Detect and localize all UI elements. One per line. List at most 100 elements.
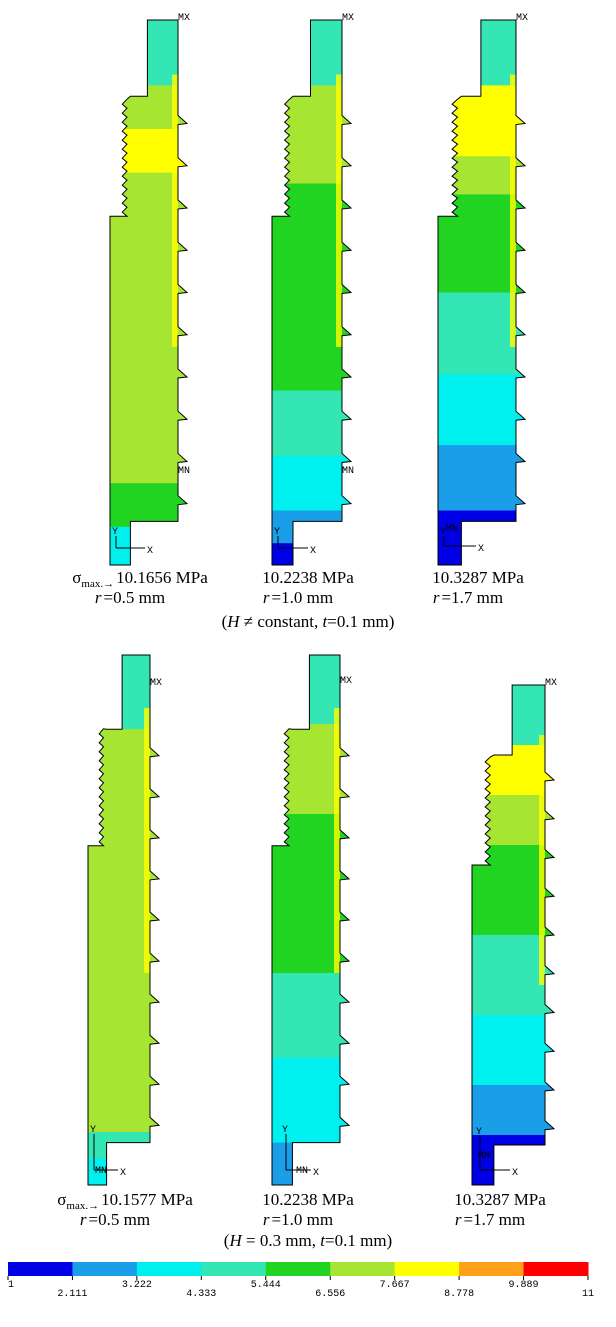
radius-label: r=0.5 mm xyxy=(80,1210,150,1229)
colorbar-tick-label: 9.889 xyxy=(509,1280,539,1291)
colorbar-segment xyxy=(72,1262,137,1276)
max-label: MX xyxy=(342,13,354,24)
radius-symbol: r xyxy=(95,588,102,607)
caption-part: ≠ constant, xyxy=(240,612,323,631)
contour-band xyxy=(267,1143,355,1188)
colorbar-segment xyxy=(524,1262,589,1276)
y-axis-label: Y xyxy=(90,1125,96,1136)
stress-value: 10.2238 MPa xyxy=(262,1190,354,1209)
caption-part: =0.1 mm) xyxy=(327,612,394,631)
edge-strip xyxy=(336,75,342,348)
contour-band xyxy=(267,973,355,1059)
contour-band xyxy=(267,814,355,974)
stress-value: 10.1656 MPa xyxy=(116,568,208,587)
x-axis-label: X xyxy=(310,546,316,557)
radius-symbol: r xyxy=(80,1210,87,1229)
colorbar-segment xyxy=(459,1262,524,1276)
stress-value: 10.3287 MPa xyxy=(454,1190,546,1209)
max-label: MX xyxy=(340,676,352,687)
contour-band xyxy=(267,1058,355,1144)
x-axis-label: X xyxy=(313,1168,319,1179)
min-label: MN xyxy=(342,466,354,477)
caption-part: = 0.3 mm, xyxy=(242,1231,321,1250)
contour-band xyxy=(267,320,357,392)
stress-label: 10.2238 MPa xyxy=(262,568,354,587)
contour-band xyxy=(267,184,357,321)
colorbar-segment xyxy=(8,1262,73,1276)
y-axis-label: Y xyxy=(112,527,118,538)
stress-value: 10.2238 MPa xyxy=(262,568,354,587)
y-axis-label: Y xyxy=(476,1127,482,1138)
stress-label: σmax.→10.1577 MPa xyxy=(57,1190,193,1212)
radius-value: =1.7 mm xyxy=(464,1210,526,1229)
y-axis-label: Y xyxy=(282,1125,288,1136)
edge-strip xyxy=(172,75,178,348)
radius-label: r=0.5 mm xyxy=(95,588,165,607)
colorbar-segment xyxy=(137,1262,202,1276)
contour-band xyxy=(467,685,560,746)
x-axis-label: X xyxy=(478,544,484,555)
contour-band xyxy=(267,724,355,815)
x-axis-label: X xyxy=(147,546,153,557)
contour-band xyxy=(467,795,560,846)
radius-label: r=1.7 mm xyxy=(455,1210,525,1229)
contour-band xyxy=(83,729,165,815)
contour-band xyxy=(267,511,357,545)
radius-label: r=1.7 mm xyxy=(433,588,503,607)
colorbar-tick-label: 11 xyxy=(582,1289,594,1300)
contour-band xyxy=(467,935,560,1016)
contour-band xyxy=(267,85,357,184)
caption-part: =0.1 mm) xyxy=(325,1231,392,1250)
stress-label: 10.3287 MPa xyxy=(454,1190,546,1209)
stress-symbol: σ xyxy=(57,1190,66,1209)
stress-label: 10.2238 MPa xyxy=(262,1190,354,1209)
colorbar-tick-label: 5.444 xyxy=(251,1280,281,1291)
colorbar-segment xyxy=(266,1262,331,1276)
min-label: MN xyxy=(446,524,458,535)
x-axis-label: X xyxy=(120,1168,126,1179)
radius-value: =1.0 mm xyxy=(272,1210,334,1229)
stress-value: 10.1577 MPa xyxy=(101,1190,193,1209)
max-label: MX xyxy=(178,13,190,24)
radius-symbol: r xyxy=(455,1210,462,1229)
max-label: MX xyxy=(545,678,557,689)
edge-strip xyxy=(144,708,150,973)
y-axis-label: Y xyxy=(274,527,280,538)
contour-band xyxy=(467,745,560,796)
radius-symbol: r xyxy=(433,588,440,607)
row-caption: (H ≠ constant, t=0.1 mm) xyxy=(222,612,395,631)
radius-symbol: r xyxy=(263,1210,270,1229)
colorbar-segment xyxy=(201,1262,266,1276)
contour-band xyxy=(267,391,357,457)
figure: MXMNYXσmax.→10.1656 MPar=0.5 mmMXMNYX10.… xyxy=(0,0,616,1327)
contour-band xyxy=(267,655,355,725)
min-label: MN xyxy=(95,1166,107,1177)
radius-value: =0.5 mm xyxy=(89,1210,151,1229)
radius-label: r=1.0 mm xyxy=(263,588,333,607)
fem-model xyxy=(267,655,355,1188)
colorbar-tick-label: 3.222 xyxy=(122,1280,152,1291)
radius-symbol: r xyxy=(263,588,270,607)
min-label: MN xyxy=(296,1166,308,1177)
radius-value: =1.0 mm xyxy=(272,588,334,607)
max-label: MX xyxy=(150,678,162,689)
contour-band xyxy=(267,20,357,86)
colorbar-tick-label: 6.556 xyxy=(315,1289,345,1300)
edge-strip xyxy=(510,75,516,348)
colorbar-segment xyxy=(330,1262,395,1276)
contour-band xyxy=(105,85,193,130)
colorbar-segment xyxy=(395,1262,460,1276)
contour-band xyxy=(467,1015,560,1086)
contour-band xyxy=(83,655,165,730)
min-label: MN xyxy=(178,466,190,477)
radius-value: =0.5 mm xyxy=(104,588,166,607)
y-axis-label: Y xyxy=(440,527,446,538)
fem-model xyxy=(467,685,560,1188)
colorbar-tick-label: 8.778 xyxy=(444,1289,474,1300)
colorbar-tick-label: 7.667 xyxy=(380,1280,410,1291)
contour-band xyxy=(105,20,193,86)
fem-model xyxy=(83,655,165,1188)
edge-strip xyxy=(334,708,340,973)
colorbar-tick-label: 1 xyxy=(8,1280,14,1291)
stress-label: σmax.→10.1656 MPa xyxy=(72,568,208,590)
